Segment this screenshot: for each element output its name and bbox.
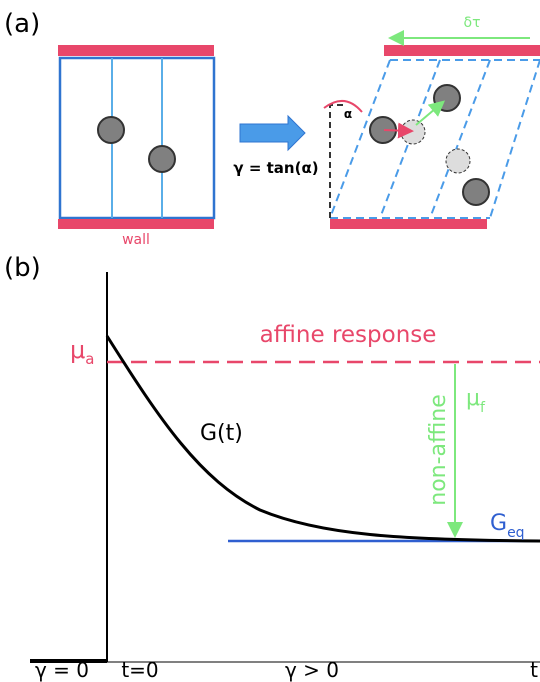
x-label: t=0	[121, 658, 158, 682]
curve-label: G(t)	[200, 421, 243, 446]
particle	[98, 117, 124, 143]
angle-label: α	[344, 107, 352, 121]
arrow	[384, 130, 410, 131]
particle	[401, 120, 425, 144]
particle	[149, 146, 175, 172]
nonaffine-modulus: μf	[466, 386, 486, 416]
panel-label: (a)	[4, 9, 40, 39]
wall	[384, 45, 540, 56]
wall	[58, 45, 214, 56]
reference	[330, 105, 346, 218]
affine-modulus: μa	[70, 336, 94, 368]
particle	[446, 149, 470, 173]
affine-label: affine response	[260, 322, 437, 348]
box	[60, 58, 214, 218]
wall-label: wall	[122, 232, 150, 248]
nonaffine-label: non-affine	[426, 394, 451, 506]
x-label: γ = 0	[35, 658, 89, 682]
shear-relation: γ = tan(α)	[233, 159, 318, 177]
relaxation-curve	[107, 336, 540, 541]
arrow	[240, 116, 305, 150]
wall	[330, 219, 487, 229]
equilibrium-modulus: Geq	[490, 511, 525, 541]
particle	[463, 179, 489, 205]
figure: (a) wall γ = tan(α) δτ α (b) μa affine r…	[0, 0, 540, 682]
panel-label: (b)	[4, 253, 41, 283]
wall	[58, 219, 214, 229]
sheared-box	[330, 60, 540, 218]
x-label: γ > 0	[285, 658, 339, 682]
x-label: t	[530, 658, 538, 682]
stress-label: δτ	[464, 15, 481, 31]
